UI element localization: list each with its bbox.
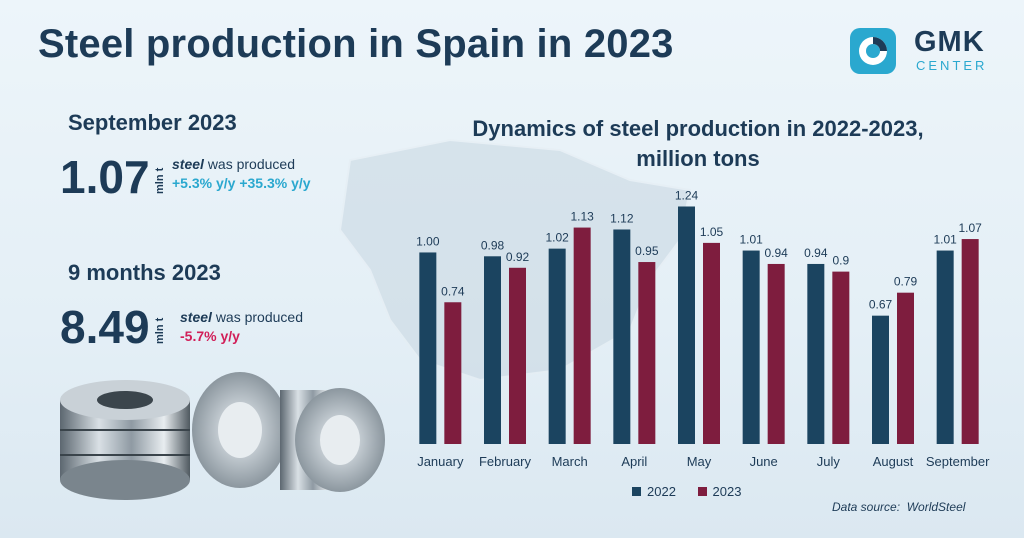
bar-label-2023-may: 1.05 bbox=[700, 225, 724, 239]
september-word: steel bbox=[172, 156, 204, 172]
category-label-march: March bbox=[552, 454, 588, 469]
chart-title: Dynamics of steel production in 2022-202… bbox=[428, 114, 968, 174]
september-value: 1.07 bbox=[60, 151, 150, 203]
nine-months-text: was produced bbox=[215, 309, 303, 325]
september-change-mom: +35.3% y/y bbox=[239, 175, 311, 191]
legend-swatch-2023 bbox=[697, 487, 707, 496]
chart-title-line2: million tons bbox=[636, 146, 760, 171]
september-period: September 2023 bbox=[68, 110, 237, 135]
bar-label-2022-march: 1.02 bbox=[545, 231, 569, 245]
bar-2023-may bbox=[703, 242, 720, 444]
bar-2022-june bbox=[742, 250, 760, 444]
nine-months-value: 8.49 bbox=[60, 301, 150, 353]
bar-label-2023-july: 0.9 bbox=[832, 254, 849, 268]
nine-months-word: steel bbox=[180, 309, 212, 325]
bar-2022-february bbox=[484, 256, 501, 444]
bar-2022-august bbox=[872, 315, 889, 444]
bar-2023-september bbox=[961, 239, 979, 444]
legend-swatch-2022 bbox=[632, 487, 641, 496]
chart-title-line1: Dynamics of steel production in 2022-202… bbox=[472, 116, 924, 141]
category-label-april: April bbox=[621, 454, 647, 469]
source-name: WorldSteel bbox=[906, 500, 966, 514]
bar-label-2022-may: 1.24 bbox=[675, 188, 699, 202]
steel-coils-illustration bbox=[60, 372, 385, 500]
nine-months-changes: -5.7% y/y bbox=[180, 328, 240, 344]
bar-2023-april bbox=[638, 262, 656, 444]
bar-label-2023-august: 0.79 bbox=[894, 275, 918, 289]
category-label-june: June bbox=[750, 454, 778, 469]
bar-label-2023-march: 1.13 bbox=[570, 210, 594, 224]
coil-right bbox=[280, 388, 385, 492]
page-title: Steel production in Spain in 2023 bbox=[38, 22, 674, 66]
nine-months-period: 9 months 2023 bbox=[68, 260, 221, 285]
nine-months-desc: steel was produced bbox=[180, 309, 303, 325]
bar-label-2022-june: 1.01 bbox=[739, 233, 763, 247]
category-label-may: May bbox=[687, 454, 712, 469]
bar-2023-february bbox=[509, 267, 526, 444]
bar-2022-september bbox=[936, 250, 954, 444]
bar-2023-january bbox=[444, 302, 462, 444]
bar-2022-may bbox=[678, 206, 695, 444]
legend-item-2022: 2022 bbox=[632, 484, 676, 499]
bar-label-2023-june: 0.94 bbox=[764, 246, 788, 260]
bar-2022-july bbox=[807, 263, 825, 444]
category-label-september: September bbox=[926, 454, 990, 469]
bar-2023-march bbox=[573, 227, 591, 444]
logo-subtext: CENTER bbox=[916, 58, 988, 73]
category-label-august: August bbox=[873, 454, 914, 469]
bar-label-2022-february: 0.98 bbox=[481, 238, 505, 252]
coil-left bbox=[60, 380, 190, 500]
bar-2022-january bbox=[419, 252, 437, 444]
data-source: Data source: WorldSteel bbox=[832, 500, 965, 514]
bar-label-2023-september: 1.07 bbox=[958, 221, 982, 235]
legend-item-2023: 2023 bbox=[697, 484, 742, 499]
bar-label-2022-april: 1.12 bbox=[610, 211, 634, 225]
logo-ring-icon bbox=[850, 28, 896, 74]
chart-legend: 2022 2023 bbox=[632, 484, 759, 499]
september-text: was produced bbox=[207, 156, 295, 172]
bar-label-2022-july: 0.94 bbox=[804, 246, 828, 260]
september-changes: +5.3% y/y +35.3% y/y bbox=[172, 175, 311, 191]
september-desc: steel was produced bbox=[172, 156, 295, 172]
category-label-july: July bbox=[817, 454, 841, 469]
bar-label-2022-january: 1.00 bbox=[416, 234, 440, 248]
september-change-yoy: +5.3% y/y bbox=[172, 175, 236, 191]
source-label: Data source: bbox=[832, 500, 901, 514]
nine-months-change-yoy: -5.7% y/y bbox=[180, 328, 240, 344]
category-label-february: February bbox=[479, 454, 532, 469]
bar-label-2023-april: 0.95 bbox=[635, 244, 659, 258]
bar-2023-june bbox=[767, 263, 785, 444]
logo-text: GMK bbox=[914, 26, 985, 58]
coil-middle bbox=[192, 372, 288, 488]
gmk-center-logo: GMK CENTER bbox=[848, 26, 1008, 76]
bar-label-2023-february: 0.92 bbox=[506, 250, 530, 264]
bar-2023-july bbox=[832, 271, 850, 444]
legend-label-2023: 2023 bbox=[712, 484, 742, 499]
bar-label-2022-september: 1.01 bbox=[933, 233, 957, 247]
category-label-january: January bbox=[417, 454, 464, 469]
legend-label-2022: 2022 bbox=[647, 484, 676, 499]
bar-2022-april bbox=[613, 229, 631, 444]
bar-label-2022-august: 0.67 bbox=[869, 298, 893, 312]
bar-label-2023-january: 0.74 bbox=[441, 284, 465, 298]
bar-2022-march bbox=[548, 248, 566, 444]
bar-2023-august bbox=[897, 292, 914, 444]
